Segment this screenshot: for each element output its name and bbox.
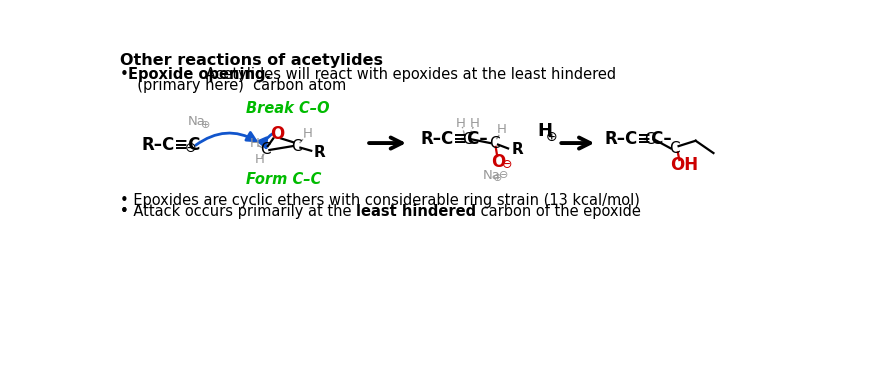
- Text: Na: Na: [483, 169, 500, 182]
- Text: C: C: [260, 142, 271, 158]
- Text: C: C: [644, 132, 655, 147]
- Text: ⊖: ⊖: [185, 141, 196, 155]
- Text: C: C: [291, 138, 301, 154]
- Text: • Epoxides are cyclic ethers with considerable ring strain (13 kcal/mol): • Epoxides are cyclic ethers with consid…: [120, 193, 640, 208]
- Text: (primary here)  carbon atom: (primary here) carbon atom: [127, 78, 346, 92]
- Text: least hindered: least hindered: [356, 204, 476, 219]
- Text: R–C≡C: R–C≡C: [141, 136, 201, 154]
- Text: ⊖: ⊖: [502, 158, 513, 171]
- Text: ⊕: ⊕: [492, 174, 502, 183]
- Text: R: R: [314, 145, 325, 160]
- Text: Break C–O: Break C–O: [246, 101, 330, 116]
- Text: H: H: [249, 137, 260, 150]
- Text: O: O: [270, 125, 285, 143]
- Text: Form C–C: Form C–C: [246, 172, 322, 186]
- Text: Acetylides will react with epoxides at the least hindered: Acetylides will react with epoxides at t…: [202, 67, 616, 82]
- Text: H: H: [255, 153, 264, 166]
- Text: H: H: [303, 127, 313, 140]
- Text: Other reactions of acetylides: Other reactions of acetylides: [120, 53, 383, 68]
- Text: OH: OH: [670, 156, 698, 174]
- Text: Epoxide opening.: Epoxide opening.: [127, 67, 271, 82]
- Text: H: H: [497, 123, 507, 136]
- Text: •: •: [120, 67, 129, 82]
- Text: Na: Na: [188, 115, 206, 128]
- Text: ⊖: ⊖: [499, 170, 508, 181]
- Text: H: H: [537, 122, 552, 140]
- FancyArrowPatch shape: [258, 133, 273, 148]
- Text: carbon of the epoxide: carbon of the epoxide: [476, 204, 641, 219]
- Text: •: •: [120, 204, 133, 219]
- Text: ⊕: ⊕: [202, 121, 210, 130]
- Text: C: C: [489, 136, 499, 151]
- Text: O: O: [491, 152, 505, 170]
- Text: • Attack occurs primarily at the: • Attack occurs primarily at the: [120, 204, 356, 219]
- Text: C: C: [461, 132, 472, 147]
- FancyArrowPatch shape: [195, 133, 255, 145]
- Text: R–C≡C–: R–C≡C–: [605, 130, 673, 148]
- Text: R–C≡C–: R–C≡C–: [421, 130, 488, 148]
- Text: H: H: [469, 117, 480, 130]
- Text: ⊕: ⊕: [545, 130, 557, 144]
- Text: C: C: [669, 141, 680, 156]
- Text: R: R: [511, 142, 523, 157]
- Text: H: H: [456, 117, 466, 130]
